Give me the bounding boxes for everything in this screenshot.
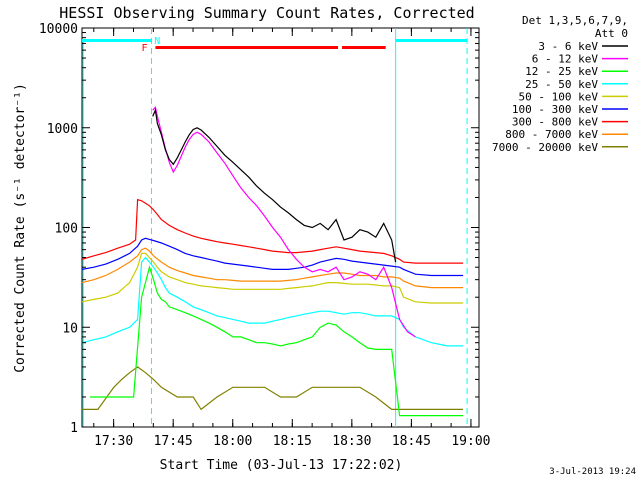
- x-tick-label: 19:00: [451, 434, 490, 449]
- x-tick-label: 18:30: [332, 434, 371, 449]
- legend-label-5: 100 - 300 keV: [512, 103, 598, 116]
- legend-header-line-2: Att 0: [595, 27, 628, 40]
- x-axis-title: Start Time (03-Jul-13 17:22:02): [160, 458, 403, 473]
- y-tick-label: 1000: [47, 122, 78, 137]
- timestamp: 3-Jul-2013 19:24: [549, 467, 636, 477]
- plot-frame: [81, 27, 480, 428]
- legend-label-2: 12 - 25 keV: [525, 65, 598, 78]
- y-tick-label: 10: [62, 321, 78, 336]
- y-tick-label: 10000: [39, 22, 78, 37]
- series-line-6: [81, 198, 464, 264]
- series-line-2: [89, 265, 464, 417]
- legend-label-4: 50 - 100 keV: [519, 90, 599, 103]
- red-flag-bar-1: [342, 46, 386, 49]
- series-line-1: [152, 106, 416, 338]
- x-tick-label: 18:15: [273, 434, 312, 449]
- series-line-0: [152, 108, 397, 263]
- series-line-7: [81, 247, 464, 289]
- x-tick-label: 17:45: [154, 434, 193, 449]
- red-flag-bar-0: [155, 46, 339, 49]
- y-tick-label: 1: [70, 421, 78, 436]
- cyan-flag-bar-0: [82, 39, 152, 42]
- flag-label-n: N: [154, 36, 160, 47]
- cyan-flag-bar-1: [395, 39, 468, 42]
- legend-label-3: 25 - 50 keV: [525, 78, 598, 91]
- x-tick-label: 18:00: [213, 434, 252, 449]
- legend-label-6: 300 - 800 keV: [512, 116, 598, 129]
- legend-label-8: 7000 - 20000 keV: [492, 141, 598, 154]
- legend-label-1: 6 - 12 keV: [532, 53, 599, 66]
- legend-label-0: 3 - 6 keV: [538, 40, 598, 53]
- chart-title: HESSI Observing Summary Count Rates, Cor…: [59, 4, 474, 22]
- x-tick-label: 17:30: [94, 434, 133, 449]
- series-line-4: [81, 252, 464, 304]
- flag-bars: FN: [82, 28, 468, 427]
- y-axis-title: Corrected Count Rate (s⁻¹ detector⁻¹): [13, 83, 28, 373]
- series-line-8: [82, 366, 464, 411]
- legend-label-7: 800 - 7000 keV: [505, 128, 598, 141]
- series-lines: [81, 106, 464, 417]
- legend-header-line-1: Det 1,3,5,6,7,9,: [522, 14, 628, 27]
- flag-label-f: F: [142, 43, 148, 54]
- y-tick-label: 100: [55, 222, 78, 237]
- axis-ticks: 17:30 17:45 18:00 18:15 18:30 18:45 19:00 1 10 10…: [39, 22, 491, 449]
- series-line-3: [81, 256, 464, 347]
- series-line-5: [81, 237, 464, 277]
- x-tick-label: 18:45: [392, 434, 431, 449]
